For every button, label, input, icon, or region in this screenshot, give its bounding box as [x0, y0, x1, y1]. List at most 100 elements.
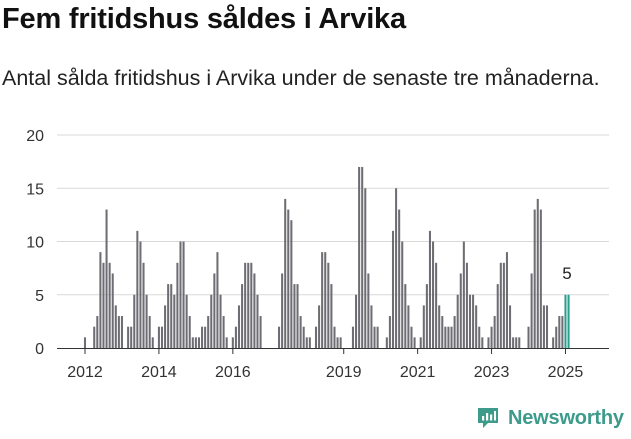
bar [419, 337, 422, 348]
bar [450, 326, 453, 348]
bar [281, 273, 284, 348]
brand-name: Newsworthy [508, 406, 624, 429]
bar [351, 326, 354, 348]
bar [108, 262, 111, 348]
bar [527, 326, 530, 348]
bar [502, 262, 505, 348]
bar [185, 294, 188, 348]
bar [370, 305, 373, 348]
bar [120, 316, 123, 348]
bar [388, 316, 391, 348]
bar [407, 305, 410, 348]
bar [428, 230, 431, 348]
bar [552, 337, 555, 348]
bar [475, 305, 478, 348]
bar [244, 262, 247, 348]
bar [333, 326, 336, 348]
bar [438, 305, 441, 348]
bar [173, 294, 176, 348]
bar [324, 252, 327, 348]
bar [542, 305, 545, 348]
bar [148, 316, 151, 348]
bar [465, 262, 468, 348]
bar [404, 284, 407, 348]
bar [561, 316, 564, 348]
newsworthy-logo-icon [478, 408, 498, 428]
bar [545, 305, 549, 348]
bar [327, 262, 330, 348]
bar [505, 252, 508, 348]
bar [241, 284, 244, 348]
bar [318, 305, 321, 348]
x-tick-label: 2012 [67, 364, 103, 381]
bar [468, 294, 472, 348]
bar [111, 273, 114, 348]
bar [160, 326, 164, 348]
data-labels: 5 [562, 264, 571, 283]
bar [518, 337, 521, 348]
bar [305, 337, 308, 348]
x-tick-label: 2016 [215, 364, 251, 381]
bar [93, 326, 96, 348]
y-tick-label: 15 [26, 181, 44, 198]
chart-title: Fem fritidshus såldes i Arvika [2, 3, 406, 35]
bar [151, 337, 154, 348]
gridlines [57, 134, 609, 349]
bar [284, 198, 287, 348]
bar [493, 316, 496, 348]
bar [459, 273, 462, 348]
x-tick-label: 2021 [400, 364, 436, 381]
bar [413, 337, 416, 348]
bars [83, 166, 570, 348]
y-tick-label: 10 [26, 235, 44, 252]
bar [133, 294, 136, 348]
bar [373, 326, 376, 348]
bar [237, 305, 241, 348]
bar [512, 337, 515, 348]
bar [395, 188, 398, 348]
bar [201, 326, 204, 348]
bar [453, 316, 456, 348]
bar [530, 273, 533, 348]
bar [456, 294, 459, 348]
bar [259, 316, 262, 348]
bar [478, 326, 481, 348]
x-tick-label: 2014 [141, 364, 177, 381]
bar [499, 262, 502, 348]
x-tick-label: 2019 [326, 364, 362, 381]
bar [176, 262, 179, 348]
bar [105, 209, 108, 348]
bar [167, 284, 170, 348]
bar [339, 337, 342, 348]
bar [234, 326, 237, 348]
bar [213, 273, 216, 348]
bar [179, 241, 182, 348]
bar [204, 326, 207, 348]
bar [210, 294, 213, 348]
bar [515, 337, 518, 348]
bar [398, 209, 401, 348]
bar [401, 241, 404, 348]
bar [567, 294, 570, 348]
bar [410, 326, 413, 348]
bar [96, 316, 99, 348]
bar [314, 326, 318, 348]
chart-subtitle: Antal sålda fritidshus i Arvika under de… [2, 66, 600, 90]
bar [444, 326, 447, 348]
bar [197, 337, 200, 348]
bar [102, 262, 105, 348]
x-axis-ticks: 2012 2014 2016 2019 2021 2023 2025 [67, 348, 583, 381]
bar [225, 337, 228, 348]
bar [330, 284, 333, 348]
bar [130, 326, 133, 348]
bar [533, 209, 536, 348]
bar [487, 337, 490, 348]
bar [364, 188, 367, 348]
bar [170, 284, 173, 348]
bar [117, 316, 120, 348]
bar [302, 326, 305, 348]
bar [164, 305, 167, 348]
bar [435, 262, 438, 348]
bar [447, 326, 450, 348]
bar [188, 316, 191, 348]
